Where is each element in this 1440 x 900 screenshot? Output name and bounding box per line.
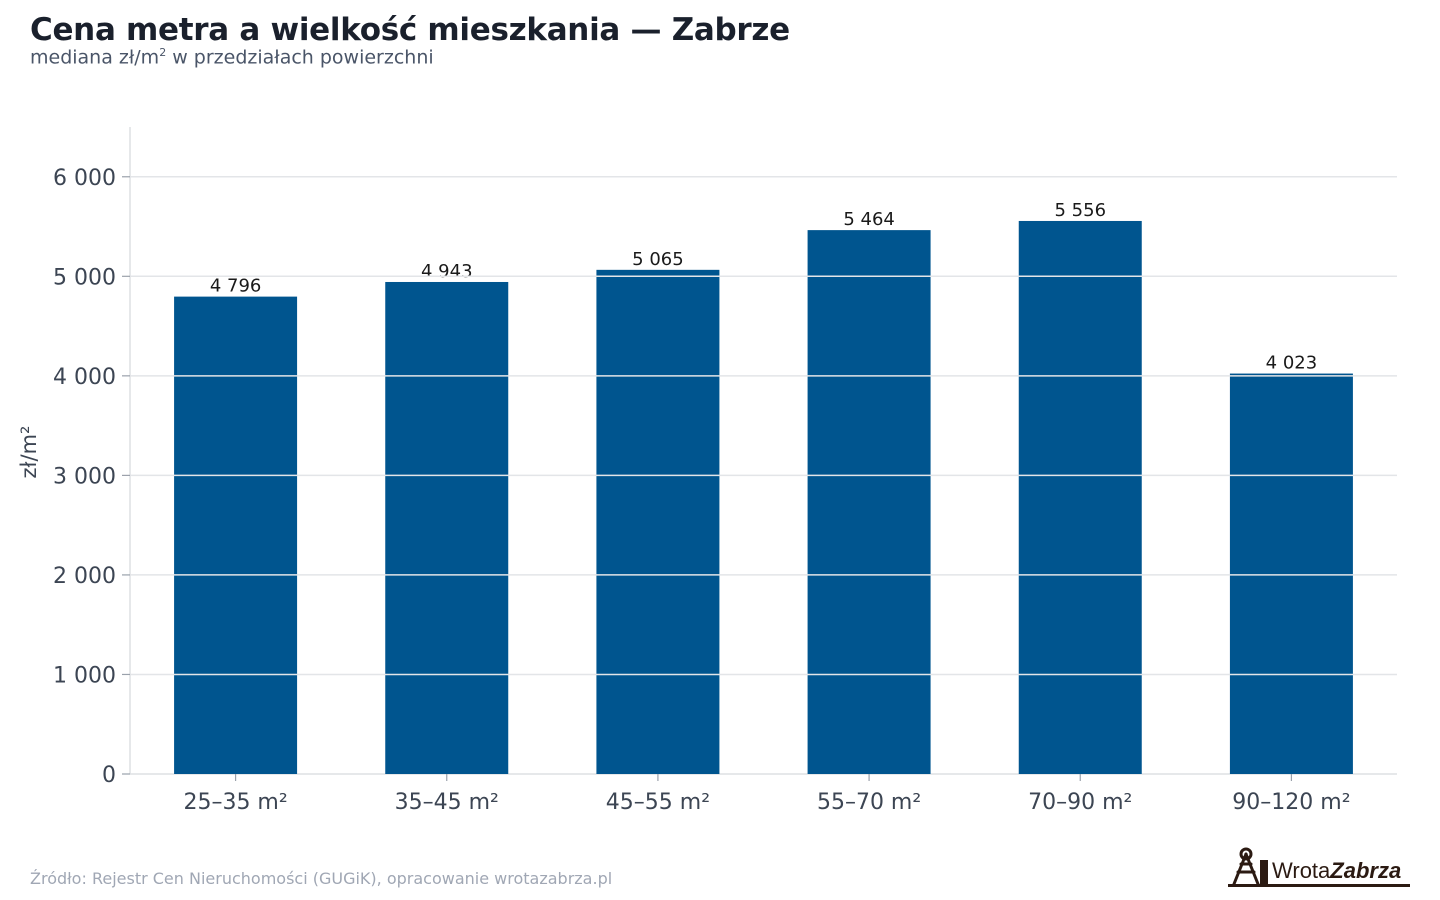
y-axis-label: zł/m² xyxy=(17,426,41,479)
y-tick-label: 5 000 xyxy=(53,265,116,290)
bar-value-label: 5 464 xyxy=(843,209,895,230)
x-tick-label: 90–120 m² xyxy=(1232,790,1350,815)
x-tick-label: 70–90 m² xyxy=(1028,790,1132,815)
logo-text-regular: Wrota xyxy=(1272,858,1331,883)
bar xyxy=(385,281,509,774)
bar xyxy=(1229,373,1353,774)
bar-value-label: 4 943 xyxy=(421,261,473,282)
source-note: Źródło: Rejestr Cen Nieruchomości (GUGiK… xyxy=(30,869,613,888)
bar xyxy=(1018,220,1142,775)
bar-value-label: 4 796 xyxy=(210,276,262,297)
y-tick-label: 3 000 xyxy=(53,464,116,489)
chart-subtitle: mediana zł/m2 w przedziałach powierzchni xyxy=(30,46,434,69)
chart-title: Cena metra a wielkość mieszkania — Zabrz… xyxy=(30,12,790,48)
y-tick-label: 6 000 xyxy=(53,166,116,191)
x-tick-label: 35–45 m² xyxy=(395,790,499,815)
bar xyxy=(174,296,298,774)
bar-value-label: 4 023 xyxy=(1266,353,1318,374)
x-tick-label: 55–70 m² xyxy=(817,790,921,815)
bar-value-label: 5 556 xyxy=(1054,200,1106,221)
mine-shaft-icon xyxy=(1232,847,1268,886)
logo-text-bold: Zabrza xyxy=(1330,858,1402,883)
y-tick-label: 0 xyxy=(102,763,116,788)
bar xyxy=(596,269,720,774)
y-tick-label: 1 000 xyxy=(53,663,116,688)
y-tick-label: 4 000 xyxy=(53,365,116,390)
bar-value-label: 5 065 xyxy=(632,249,684,270)
x-tick-label: 45–55 m² xyxy=(606,790,710,815)
wrotazabrza-logo: WrotaZabrza xyxy=(1228,846,1412,890)
y-tick-label: 2 000 xyxy=(53,564,116,589)
logo-underline xyxy=(1228,884,1410,887)
x-tick-label: 25–35 m² xyxy=(183,790,287,815)
bar xyxy=(807,230,931,775)
